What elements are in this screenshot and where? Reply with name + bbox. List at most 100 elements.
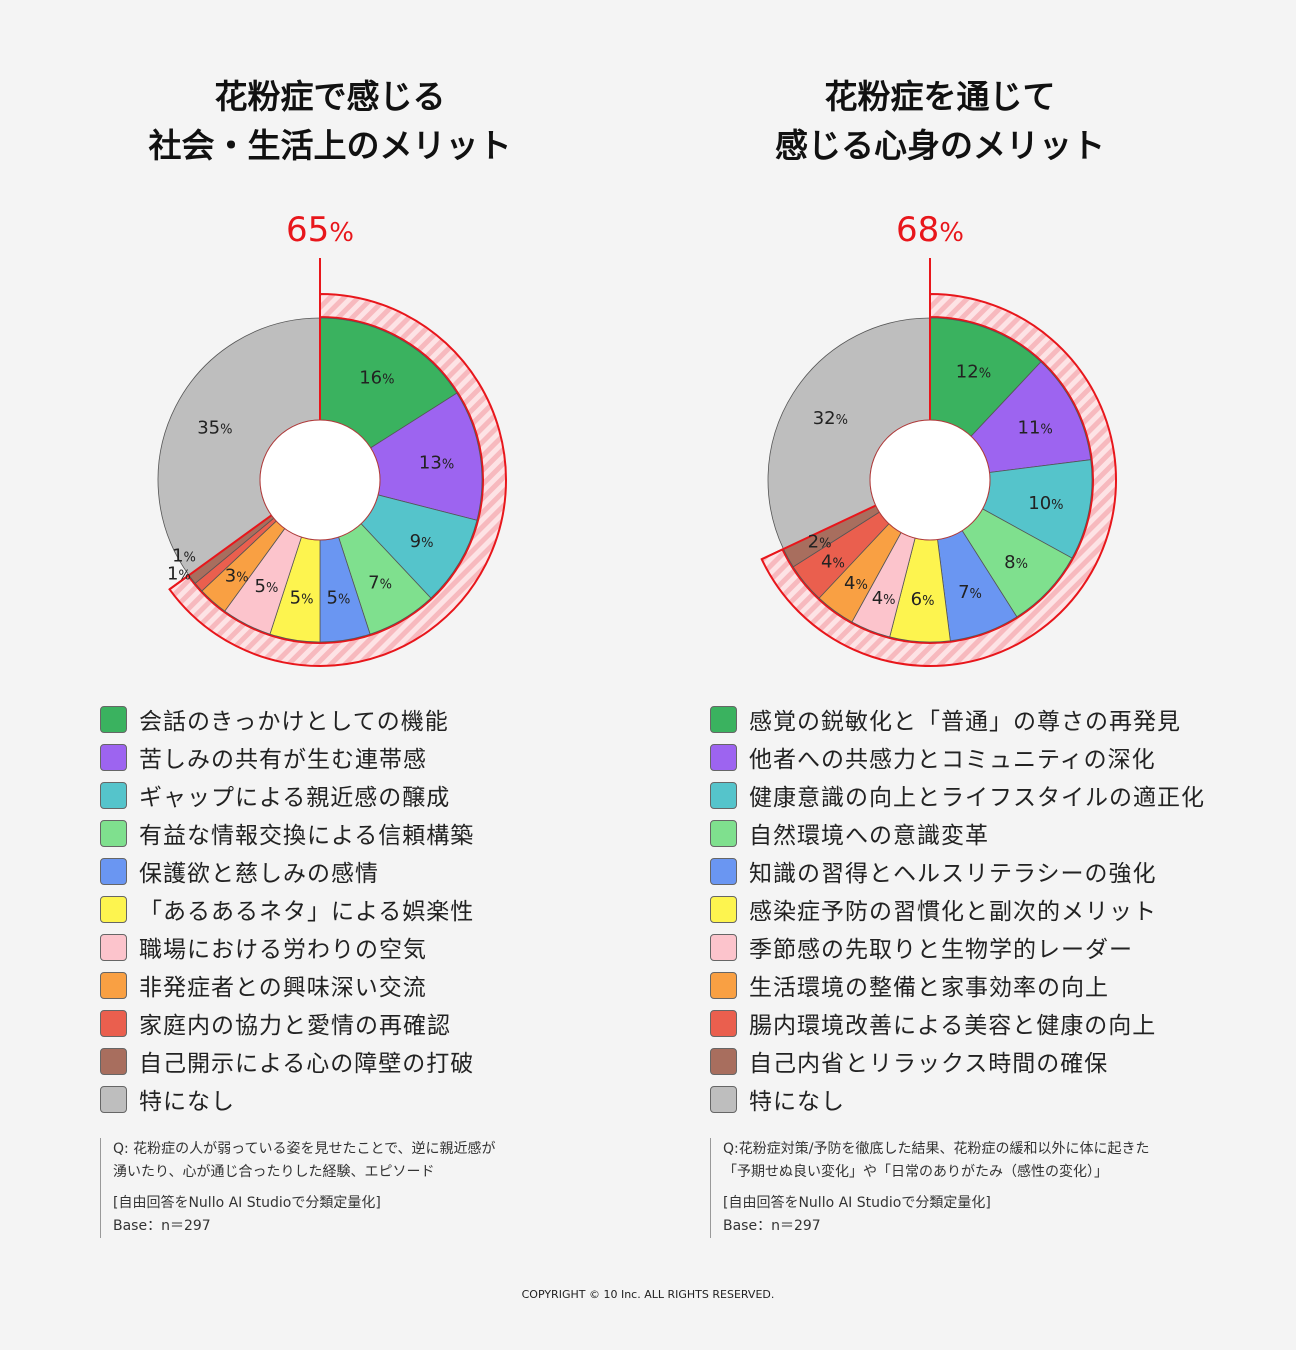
legend-label: 「あるあるネタ」による娯楽性: [139, 899, 475, 925]
legend-item: 会話のきっかけとしての機能: [100, 700, 650, 738]
slice-value-label: 7%: [368, 573, 392, 594]
legend-item: 家庭内の協力と愛情の再確認: [100, 1004, 650, 1042]
chart-panel-social: 花粉症で感じる 社会・生活上のメリット 65% 16% 13% 9% 7% 5% 5% 5%…: [30, 0, 650, 1260]
slice-value-label: 12%: [956, 361, 991, 382]
legend-label: 生活環境の整備と家事効率の向上: [749, 975, 1109, 1001]
legend-item: 職場における労わりの空気: [100, 928, 650, 966]
legend-swatch: [100, 1047, 127, 1075]
legend-label: 特になし: [749, 1089, 845, 1115]
survey-note: Q:花粉症対策/予防を徹底した結果、花粉症の緩和以外に体に起きた 「予期せぬ良い…: [710, 1138, 1243, 1238]
legend-item: 自己開示による心の障壁の打破: [100, 1042, 650, 1080]
legend-swatch: [100, 819, 127, 847]
legend-label: ギャップによる親近感の醸成: [139, 785, 451, 811]
legend-swatch: [710, 971, 737, 999]
chart-title: 花粉症で感じる 社会・生活上のメリット: [30, 72, 630, 170]
slice-value-label: 9%: [410, 531, 434, 552]
legend-swatch: [100, 933, 127, 961]
legend-label: 有益な情報交換による信頼構築: [139, 823, 475, 849]
legend-swatch: [710, 1047, 737, 1075]
slice-value-label: 7%: [958, 582, 982, 603]
slice-value-label: 16%: [359, 368, 394, 389]
title-line-1: 花粉症を通じて: [824, 77, 1056, 116]
legend-swatch: [710, 895, 737, 923]
slice-value-label: 5%: [290, 588, 314, 609]
legend-swatch: [100, 857, 127, 885]
legend-item: 「あるあるネタ」による娯楽性: [100, 890, 650, 928]
question-line: 湧いたり、心が通じ合ったりした経験、エピソード: [113, 1164, 435, 1180]
highlight-percentage: 68%: [850, 208, 1010, 255]
legend-label: 感覚の鋭敏化と「普通」の尊さの再発見: [749, 709, 1181, 735]
legend-swatch: [710, 743, 737, 771]
legend-item: 非発症者との興味深い交流: [100, 966, 650, 1004]
chart-title: 花粉症を通じて 感じる心身のメリット: [640, 72, 1240, 170]
legend-item: 健康意識の向上とライフスタイルの適正化: [710, 776, 1260, 814]
legend-swatch: [710, 819, 737, 847]
survey-base: Base：n＝297: [723, 1218, 821, 1234]
legend-label: 腸内環境改善による美容と健康の向上: [749, 1013, 1157, 1039]
highlight-end-line: [168, 514, 273, 591]
donut-chart-mind-body: 12%11%10%8%7%6%4%4%4%2%32%: [760, 258, 1117, 667]
legend-item: 感染症予防の習慣化と副次的メリット: [710, 890, 1260, 928]
legend-item: 自己内省とリラックス時間の確保: [710, 1042, 1260, 1080]
legend-item: 保護欲と慈しみの感情: [100, 852, 650, 890]
legend-item: 特になし: [710, 1080, 1260, 1118]
slice-value-label: 5%: [255, 576, 279, 597]
donut-hole: [259, 419, 381, 541]
legend-swatch: [100, 895, 127, 923]
title-line-2: 社会・生活上のメリット: [148, 126, 512, 165]
legend-label: 自然環境への意識変革: [749, 823, 989, 849]
slice-value-label: 3%: [225, 566, 249, 587]
legend-item: 有益な情報交換による信頼構築: [100, 814, 650, 852]
highlight-unit: %: [939, 218, 964, 248]
chart-panel-mind-body: 花粉症を通じて 感じる心身のメリット 68% 12% 11% 10% 8% 7% 6% 4%…: [640, 0, 1260, 1260]
legend-label: 非発症者との興味深い交流: [139, 975, 427, 1001]
survey-note: Q: 花粉症の人が弱っている姿を見せたことで、逆に親近感が 湧いたり、心が通じ合…: [100, 1138, 633, 1238]
chart-legend: 会話のきっかけとしての機能苦しみの共有が生む連帯感 ギャップによる親近感の醸成 有益…: [100, 700, 650, 1118]
legend-item: 知識の習得とヘルスリテラシーの強化: [710, 852, 1260, 890]
legend-swatch: [710, 933, 737, 961]
legend-item: 他者への共感力とコミュニティの深化: [710, 738, 1260, 776]
legend-label: 感染症予防の習慣化と副次的メリット: [749, 899, 1157, 925]
highlight-percentage: 65%: [240, 208, 400, 255]
legend-item: 季節感の先取りと生物学的レーダー: [710, 928, 1260, 966]
slice-value-label: 1%: [172, 546, 196, 567]
legend-label: 特になし: [139, 1089, 235, 1115]
legend-label: 家庭内の協力と愛情の再確認: [139, 1013, 451, 1039]
legend-swatch: [710, 705, 737, 733]
question-line: Q:花粉症対策/予防を徹底した結果、花粉症の緩和以外に体に起きた: [723, 1141, 1150, 1157]
legend-label: 保護欲と慈しみの感情: [139, 861, 379, 887]
copyright: COPYRIGHT © 10 Inc. ALL RIGHTS RESERVED.: [521, 1288, 775, 1301]
legend-swatch: [710, 1085, 737, 1113]
slice-value-label: 2%: [808, 532, 832, 553]
slice-value-label: 13%: [419, 453, 454, 474]
slice-value-label: 4%: [821, 551, 845, 572]
legend-label: 知識の習得とヘルスリテラシーの強化: [749, 861, 1157, 887]
legend-label: 苦しみの共有が生む連帯感: [139, 747, 427, 773]
survey-question: Q: 花粉症の人が弱っている姿を見せたことで、逆に親近感が 湧いたり、心が通じ合…: [113, 1138, 633, 1184]
legend-label: 職場における労わりの空気: [139, 937, 427, 963]
question-line: Q: 花粉症の人が弱っている姿を見せたことで、逆に親近感が: [113, 1141, 496, 1157]
legend-swatch: [100, 1085, 127, 1113]
slice-value-label: 32%: [813, 408, 848, 429]
highlight-unit: %: [329, 218, 354, 248]
legend-label: 自己内省とリラックス時間の確保: [749, 1051, 1109, 1077]
legend-swatch: [710, 1009, 737, 1037]
legend-label: 季節感の先取りと生物学的レーダー: [749, 937, 1133, 963]
legend-item: 特になし: [100, 1080, 650, 1118]
legend-swatch: [100, 971, 127, 999]
slice-value-label: 1%: [167, 563, 191, 584]
legend-swatch: [710, 857, 737, 885]
title-line-2: 感じる心身のメリット: [775, 126, 1105, 165]
donut-hole: [869, 419, 991, 541]
legend-item: 腸内環境改善による美容と健康の向上: [710, 1004, 1260, 1042]
slice-value-label: 8%: [1004, 552, 1028, 573]
survey-method: [自由回答をNullo AI Studioで分類定量化]: [113, 1195, 381, 1211]
legend-label: 健康意識の向上とライフスタイルの適正化: [749, 785, 1205, 811]
highlight-value: 68: [896, 210, 940, 250]
highlight-end-line: [761, 504, 877, 561]
legend-swatch: [100, 705, 127, 733]
slice-value-label: 11%: [1018, 417, 1053, 438]
survey-base: Base：n＝297: [113, 1218, 211, 1234]
slice-value-label: 5%: [327, 588, 351, 609]
legend-swatch: [100, 781, 127, 809]
